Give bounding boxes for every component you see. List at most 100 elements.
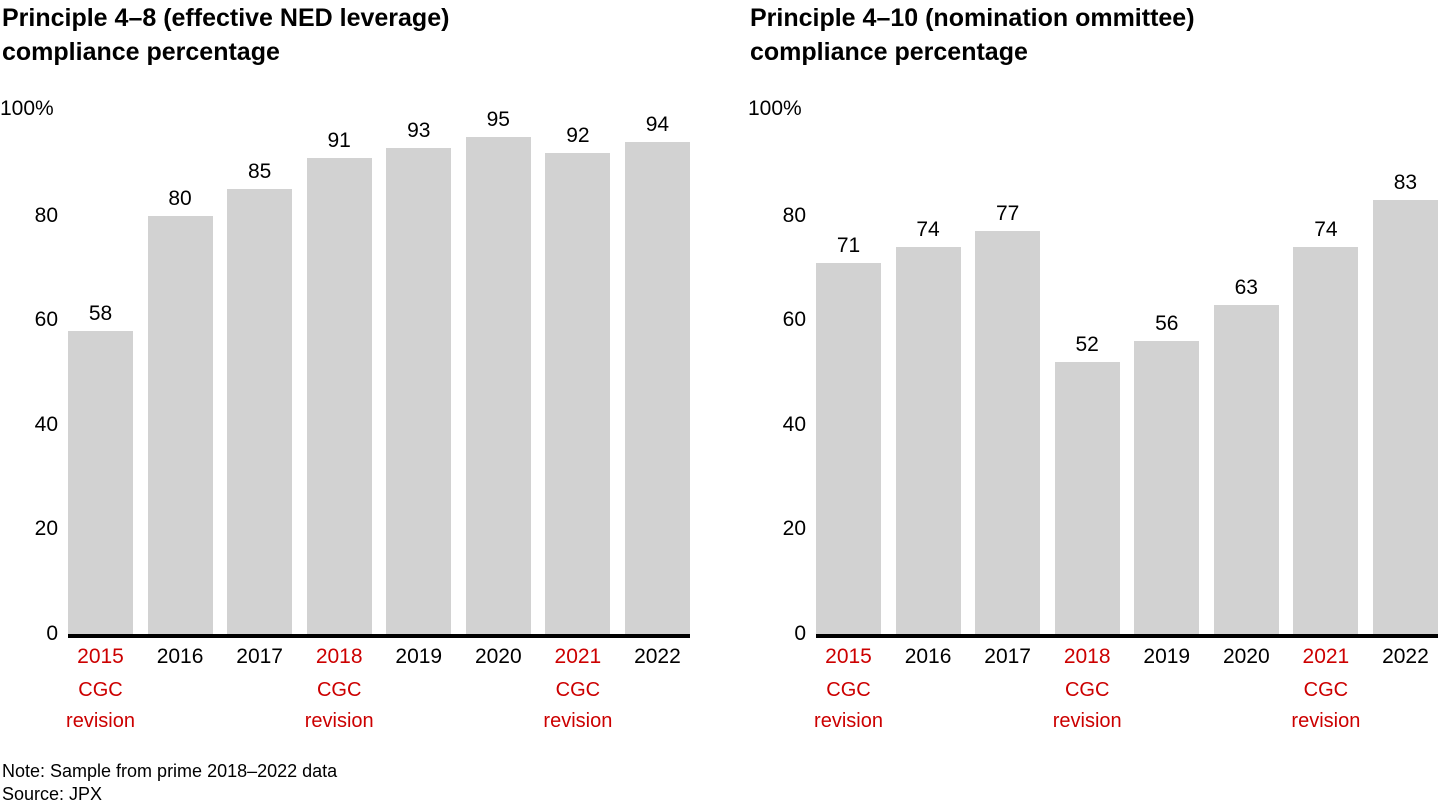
x-label-column: 2018 CGC revision bbox=[305, 645, 374, 737]
year-label: 2022 bbox=[634, 645, 681, 668]
bar-column: 80 bbox=[147, 186, 213, 634]
bar-value-label: 58 bbox=[88, 301, 113, 325]
y-tick-label: 80 bbox=[782, 203, 806, 227]
bar bbox=[1134, 341, 1200, 634]
bar-value-label: 77 bbox=[995, 202, 1020, 226]
cgc-revision-label: CGC revision bbox=[1291, 679, 1361, 732]
bar bbox=[895, 246, 961, 634]
bar-value-label: 63 bbox=[1234, 275, 1258, 299]
footnote: Note: Sample from prime 2018–2022 data S… bbox=[2, 760, 337, 806]
x-label-column: 2019 bbox=[386, 645, 451, 737]
x-label-column: 2015 CGC revision bbox=[66, 645, 135, 737]
chart-principle-4-8: Principle 4–8 (effective NED leverage) c… bbox=[0, 0, 700, 745]
y-axis-top-label: 100% bbox=[0, 97, 54, 120]
bar-column: 58 bbox=[68, 302, 133, 634]
y-tick-label: 60 bbox=[782, 308, 806, 332]
x-label-column: 2019 bbox=[1134, 645, 1199, 737]
bar-column: 77 bbox=[975, 202, 1041, 634]
bar-value-label: 93 bbox=[407, 118, 431, 142]
bar bbox=[1372, 199, 1438, 634]
plot-area: 58 80 85 91 93 95 92 94 bbox=[68, 108, 690, 638]
bar-value-label: 92 bbox=[566, 123, 590, 147]
bar bbox=[147, 215, 213, 634]
bar bbox=[465, 137, 531, 634]
bar-value-label: 52 bbox=[1075, 333, 1099, 357]
year-label: 2022 bbox=[1382, 645, 1429, 668]
x-label-column: 2022 bbox=[1373, 645, 1438, 737]
y-tick-label: 40 bbox=[34, 412, 58, 436]
year-label: 2019 bbox=[1143, 645, 1191, 668]
bar-column: 71 bbox=[816, 234, 881, 634]
bar bbox=[306, 158, 372, 634]
bar-value-label: 74 bbox=[916, 217, 940, 241]
cgc-revision-label: CGC revision bbox=[1052, 679, 1122, 732]
y-tick-label: 40 bbox=[782, 412, 806, 436]
bar bbox=[227, 189, 293, 634]
year-label: 2016 bbox=[904, 645, 952, 668]
bar bbox=[816, 262, 881, 634]
bar bbox=[624, 142, 690, 634]
y-tick-label: 80 bbox=[34, 203, 58, 227]
x-axis-labels: 2015 CGC revision 2016 2017 2018 CGC revision… bbox=[814, 645, 1438, 737]
bar-column: 63 bbox=[1213, 275, 1279, 634]
source-text: Source: JPX bbox=[2, 784, 103, 804]
chart-title: Principle 4–8 (effective NED leverage) c… bbox=[2, 4, 450, 66]
bar bbox=[1293, 246, 1359, 634]
year-label: 2018 bbox=[315, 645, 363, 668]
year-label: 2020 bbox=[1222, 645, 1270, 668]
x-label-column: 2022 bbox=[625, 645, 690, 737]
bar bbox=[1213, 304, 1279, 634]
bar-value-label: 71 bbox=[836, 233, 861, 257]
year-label: 2019 bbox=[395, 645, 443, 668]
chart-principle-4-10: Principle 4–10 (nomination ommittee) com… bbox=[748, 0, 1440, 745]
bar-column: 85 bbox=[227, 160, 293, 634]
x-label-column: 2016 bbox=[148, 645, 213, 737]
x-label-column: 2016 bbox=[896, 645, 961, 737]
x-label-column: 2020 bbox=[466, 645, 531, 737]
bar-column: 74 bbox=[895, 217, 961, 634]
bar bbox=[545, 152, 611, 634]
y-tick-label: 0 bbox=[46, 622, 58, 645]
note-text: Note: Sample from prime 2018–2022 data bbox=[2, 761, 338, 781]
bar-column: 74 bbox=[1293, 217, 1359, 634]
x-label-column: 2021 CGC revision bbox=[1291, 645, 1361, 737]
y-tick-label: 0 bbox=[794, 622, 806, 645]
year-label: 2015 bbox=[825, 645, 872, 668]
bar bbox=[386, 147, 452, 634]
bar-value-label: 95 bbox=[486, 108, 510, 132]
y-tick-label: 20 bbox=[34, 517, 58, 541]
x-label-column: 2017 bbox=[975, 645, 1040, 737]
bar-column: 56 bbox=[1134, 312, 1200, 634]
x-axis-labels: 2015 CGC revision 2016 2017 2018 CGC revision… bbox=[66, 645, 690, 737]
x-label-column: 2018 CGC revision bbox=[1052, 645, 1122, 737]
bar-column: 95 bbox=[465, 108, 531, 634]
year-label: 2017 bbox=[236, 645, 283, 668]
year-label: 2017 bbox=[984, 645, 1031, 668]
bar-value-label: 80 bbox=[168, 186, 192, 210]
bar-value-label: 85 bbox=[247, 160, 272, 184]
bar-value-label: 94 bbox=[645, 113, 670, 137]
bar-column: 83 bbox=[1372, 171, 1438, 634]
y-axis-top-label: 100% bbox=[748, 97, 802, 120]
bar-column: 92 bbox=[545, 123, 611, 634]
bar-value-label: 74 bbox=[1314, 217, 1338, 241]
bar-value-label: 56 bbox=[1155, 312, 1179, 336]
x-label-column: 2015 CGC revision bbox=[814, 645, 883, 737]
y-axis-tick-labels: 80 60 40 20 0 bbox=[748, 111, 806, 645]
x-label-column: 2021 CGC revision bbox=[543, 645, 613, 737]
y-axis-tick-labels: 80 60 40 20 0 bbox=[0, 111, 58, 645]
bar-column: 91 bbox=[306, 129, 372, 634]
x-label-column: 2017 bbox=[227, 645, 292, 737]
chart-title: Principle 4–10 (nomination ommittee) com… bbox=[750, 4, 1195, 66]
bar-value-label: 91 bbox=[327, 129, 351, 153]
bar bbox=[68, 330, 133, 634]
y-tick-label: 20 bbox=[782, 517, 806, 541]
year-label: 2021 bbox=[1302, 645, 1350, 668]
y-tick-label: 60 bbox=[34, 308, 58, 332]
year-label: 2016 bbox=[156, 645, 204, 668]
cgc-revision-label: CGC revision bbox=[814, 679, 883, 732]
bar-column: 52 bbox=[1054, 333, 1120, 634]
x-label-column: 2020 bbox=[1214, 645, 1279, 737]
cgc-revision-label: CGC revision bbox=[543, 679, 613, 732]
